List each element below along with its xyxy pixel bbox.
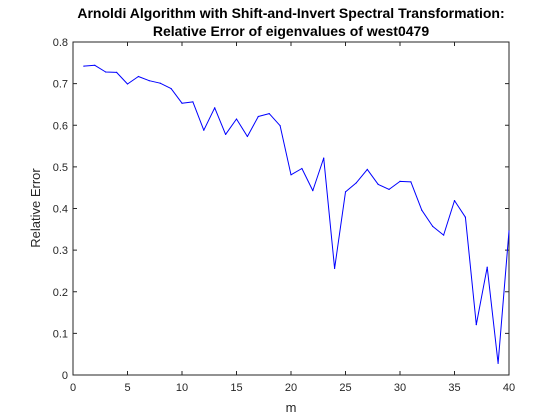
data-point xyxy=(137,75,139,78)
x-axis-label: m xyxy=(286,400,297,415)
y-tick-label: 0.3 xyxy=(53,245,68,257)
data-point xyxy=(344,191,347,193)
data-point xyxy=(170,88,172,90)
data-point xyxy=(388,188,390,190)
x-tick-label: 0 xyxy=(70,382,76,394)
data-point xyxy=(116,71,118,73)
series-line xyxy=(83,64,510,364)
data-point xyxy=(181,102,183,104)
x-tick-label: 5 xyxy=(124,382,130,394)
chart-title: Arnoldi Algorithm with Shift-and-Invert … xyxy=(77,5,504,21)
data-point xyxy=(159,82,161,84)
data-point xyxy=(148,80,150,82)
y-tick-label: 0.7 xyxy=(53,79,68,91)
data-point xyxy=(214,107,216,109)
x-tick-label: 40 xyxy=(503,382,515,394)
x-tick-label: 20 xyxy=(285,382,297,394)
y-axis-label: Relative Error xyxy=(28,168,43,248)
series-group xyxy=(83,64,510,364)
data-point xyxy=(290,174,292,176)
data-point xyxy=(486,266,488,268)
y-tick-label: 0.1 xyxy=(53,328,68,340)
x-tick-label: 15 xyxy=(230,382,242,394)
y-tick-label: 0.6 xyxy=(53,120,68,132)
data-point xyxy=(94,64,96,66)
data-point xyxy=(432,225,434,227)
data-point xyxy=(203,129,205,131)
data-point xyxy=(334,267,336,269)
data-point xyxy=(192,101,194,103)
y-tick-label: 0.4 xyxy=(53,204,68,216)
data-point xyxy=(464,216,466,218)
data-point xyxy=(377,183,379,185)
x-tick-label: 25 xyxy=(339,382,351,394)
data-point xyxy=(235,118,238,120)
y-tick-label: 0.5 xyxy=(53,162,68,174)
data-point xyxy=(421,209,423,211)
data-point xyxy=(323,157,325,159)
y-axis-ticks: 0 0.1 0.2 0.3 0.4 0.5 0.6 0.7 0.8 xyxy=(53,37,509,382)
x-tick-label: 30 xyxy=(394,382,406,394)
data-point xyxy=(268,113,270,115)
plot-area xyxy=(72,41,510,376)
data-point xyxy=(443,234,445,236)
chart-subtitle: Relative Error of eigenvalues of west047… xyxy=(153,23,429,39)
data-point xyxy=(301,167,303,170)
data-point xyxy=(257,115,259,118)
x-tick-label: 10 xyxy=(176,382,188,394)
y-tick-label: 0.2 xyxy=(53,287,68,299)
data-point xyxy=(399,180,401,182)
data-point xyxy=(475,324,477,326)
x-axis-ticks: 0 5 10 15 20 25 30 35 40 xyxy=(70,42,515,394)
data-point xyxy=(366,168,368,170)
y-tick-label: 0.8 xyxy=(53,37,68,49)
data-point xyxy=(126,83,129,85)
y-tick-label: 0 xyxy=(62,370,68,382)
data-point xyxy=(105,71,107,73)
x-tick-label: 35 xyxy=(448,382,460,394)
data-point xyxy=(312,190,314,192)
data-point xyxy=(508,230,510,232)
data-point xyxy=(453,200,456,202)
data-point xyxy=(497,362,499,364)
data-point xyxy=(83,65,85,67)
data-point xyxy=(225,133,227,135)
data-point xyxy=(355,182,357,184)
data-point xyxy=(279,125,281,127)
data-point xyxy=(246,135,248,138)
data-point xyxy=(410,181,412,183)
